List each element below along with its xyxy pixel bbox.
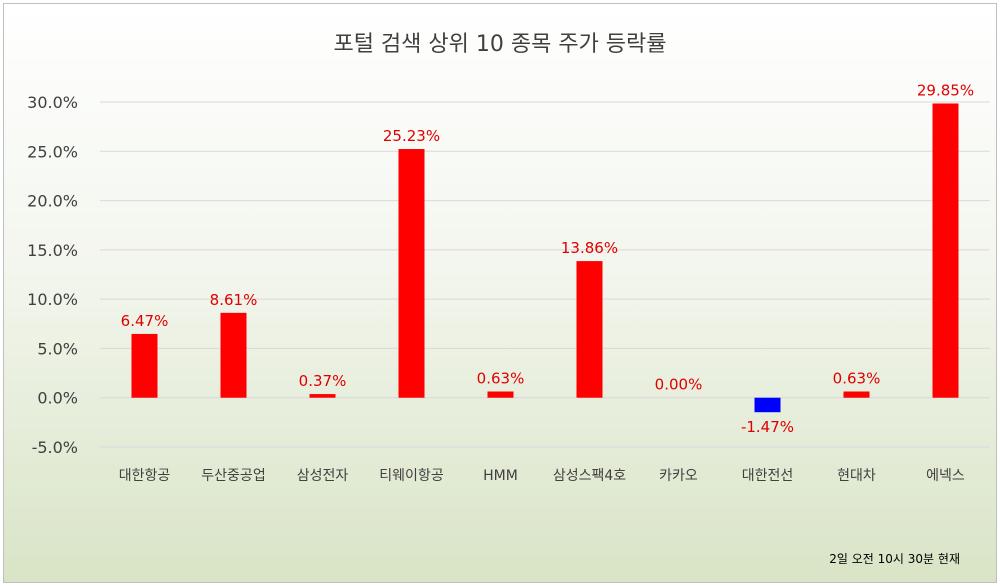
x-tick-label: 대한항공 bbox=[119, 468, 171, 484]
bar bbox=[398, 149, 425, 398]
y-tick-label: 0.0% bbox=[37, 389, 78, 408]
x-tick-label: 삼성스팩4호 bbox=[553, 468, 626, 484]
x-tick-label: 에넥스 bbox=[926, 468, 965, 484]
chart-title: 포털 검색 상위 10 종목 주가 등락률 bbox=[333, 32, 667, 57]
x-tick-label: 카카오 bbox=[659, 468, 698, 484]
x-tick-label: 두산중공업 bbox=[201, 468, 265, 484]
data-label: 0.63% bbox=[477, 370, 525, 388]
x-tick-label: 티웨이항공 bbox=[379, 468, 444, 484]
y-tick-label: -5.0% bbox=[32, 438, 78, 457]
y-tick-label: 30.0% bbox=[27, 93, 78, 112]
data-label: 25.23% bbox=[383, 127, 440, 145]
data-label: 8.61% bbox=[210, 291, 258, 309]
chart-area bbox=[3, 3, 997, 583]
x-tick-label: 현대차 bbox=[837, 468, 876, 484]
bar bbox=[843, 391, 870, 398]
data-label: 0.63% bbox=[833, 370, 881, 388]
y-tick-label: 25.0% bbox=[27, 142, 78, 161]
y-tick-label: 20.0% bbox=[27, 192, 78, 211]
data-label: 29.85% bbox=[917, 81, 974, 99]
y-tick-label: 5.0% bbox=[37, 339, 78, 358]
x-tick-label: 삼성전자 bbox=[297, 468, 349, 484]
x-tick-label: HMM bbox=[483, 468, 518, 484]
y-tick-label: 15.0% bbox=[27, 241, 78, 260]
data-label: 0.37% bbox=[299, 372, 347, 390]
bar bbox=[309, 394, 336, 398]
timestamp-note: 2일 오전 10시 30분 현재 bbox=[829, 552, 960, 566]
bar bbox=[576, 261, 603, 398]
bar bbox=[487, 391, 514, 398]
bar bbox=[932, 103, 959, 398]
bar bbox=[754, 397, 781, 413]
data-label: 13.86% bbox=[561, 239, 618, 257]
data-label: -1.47% bbox=[741, 418, 794, 436]
data-label: 0.00% bbox=[655, 376, 703, 394]
bar bbox=[220, 312, 247, 398]
y-tick-label: 10.0% bbox=[27, 290, 78, 309]
bar bbox=[131, 333, 158, 398]
data-label: 6.47% bbox=[121, 312, 169, 330]
x-tick-label: 대한전선 bbox=[742, 468, 794, 484]
